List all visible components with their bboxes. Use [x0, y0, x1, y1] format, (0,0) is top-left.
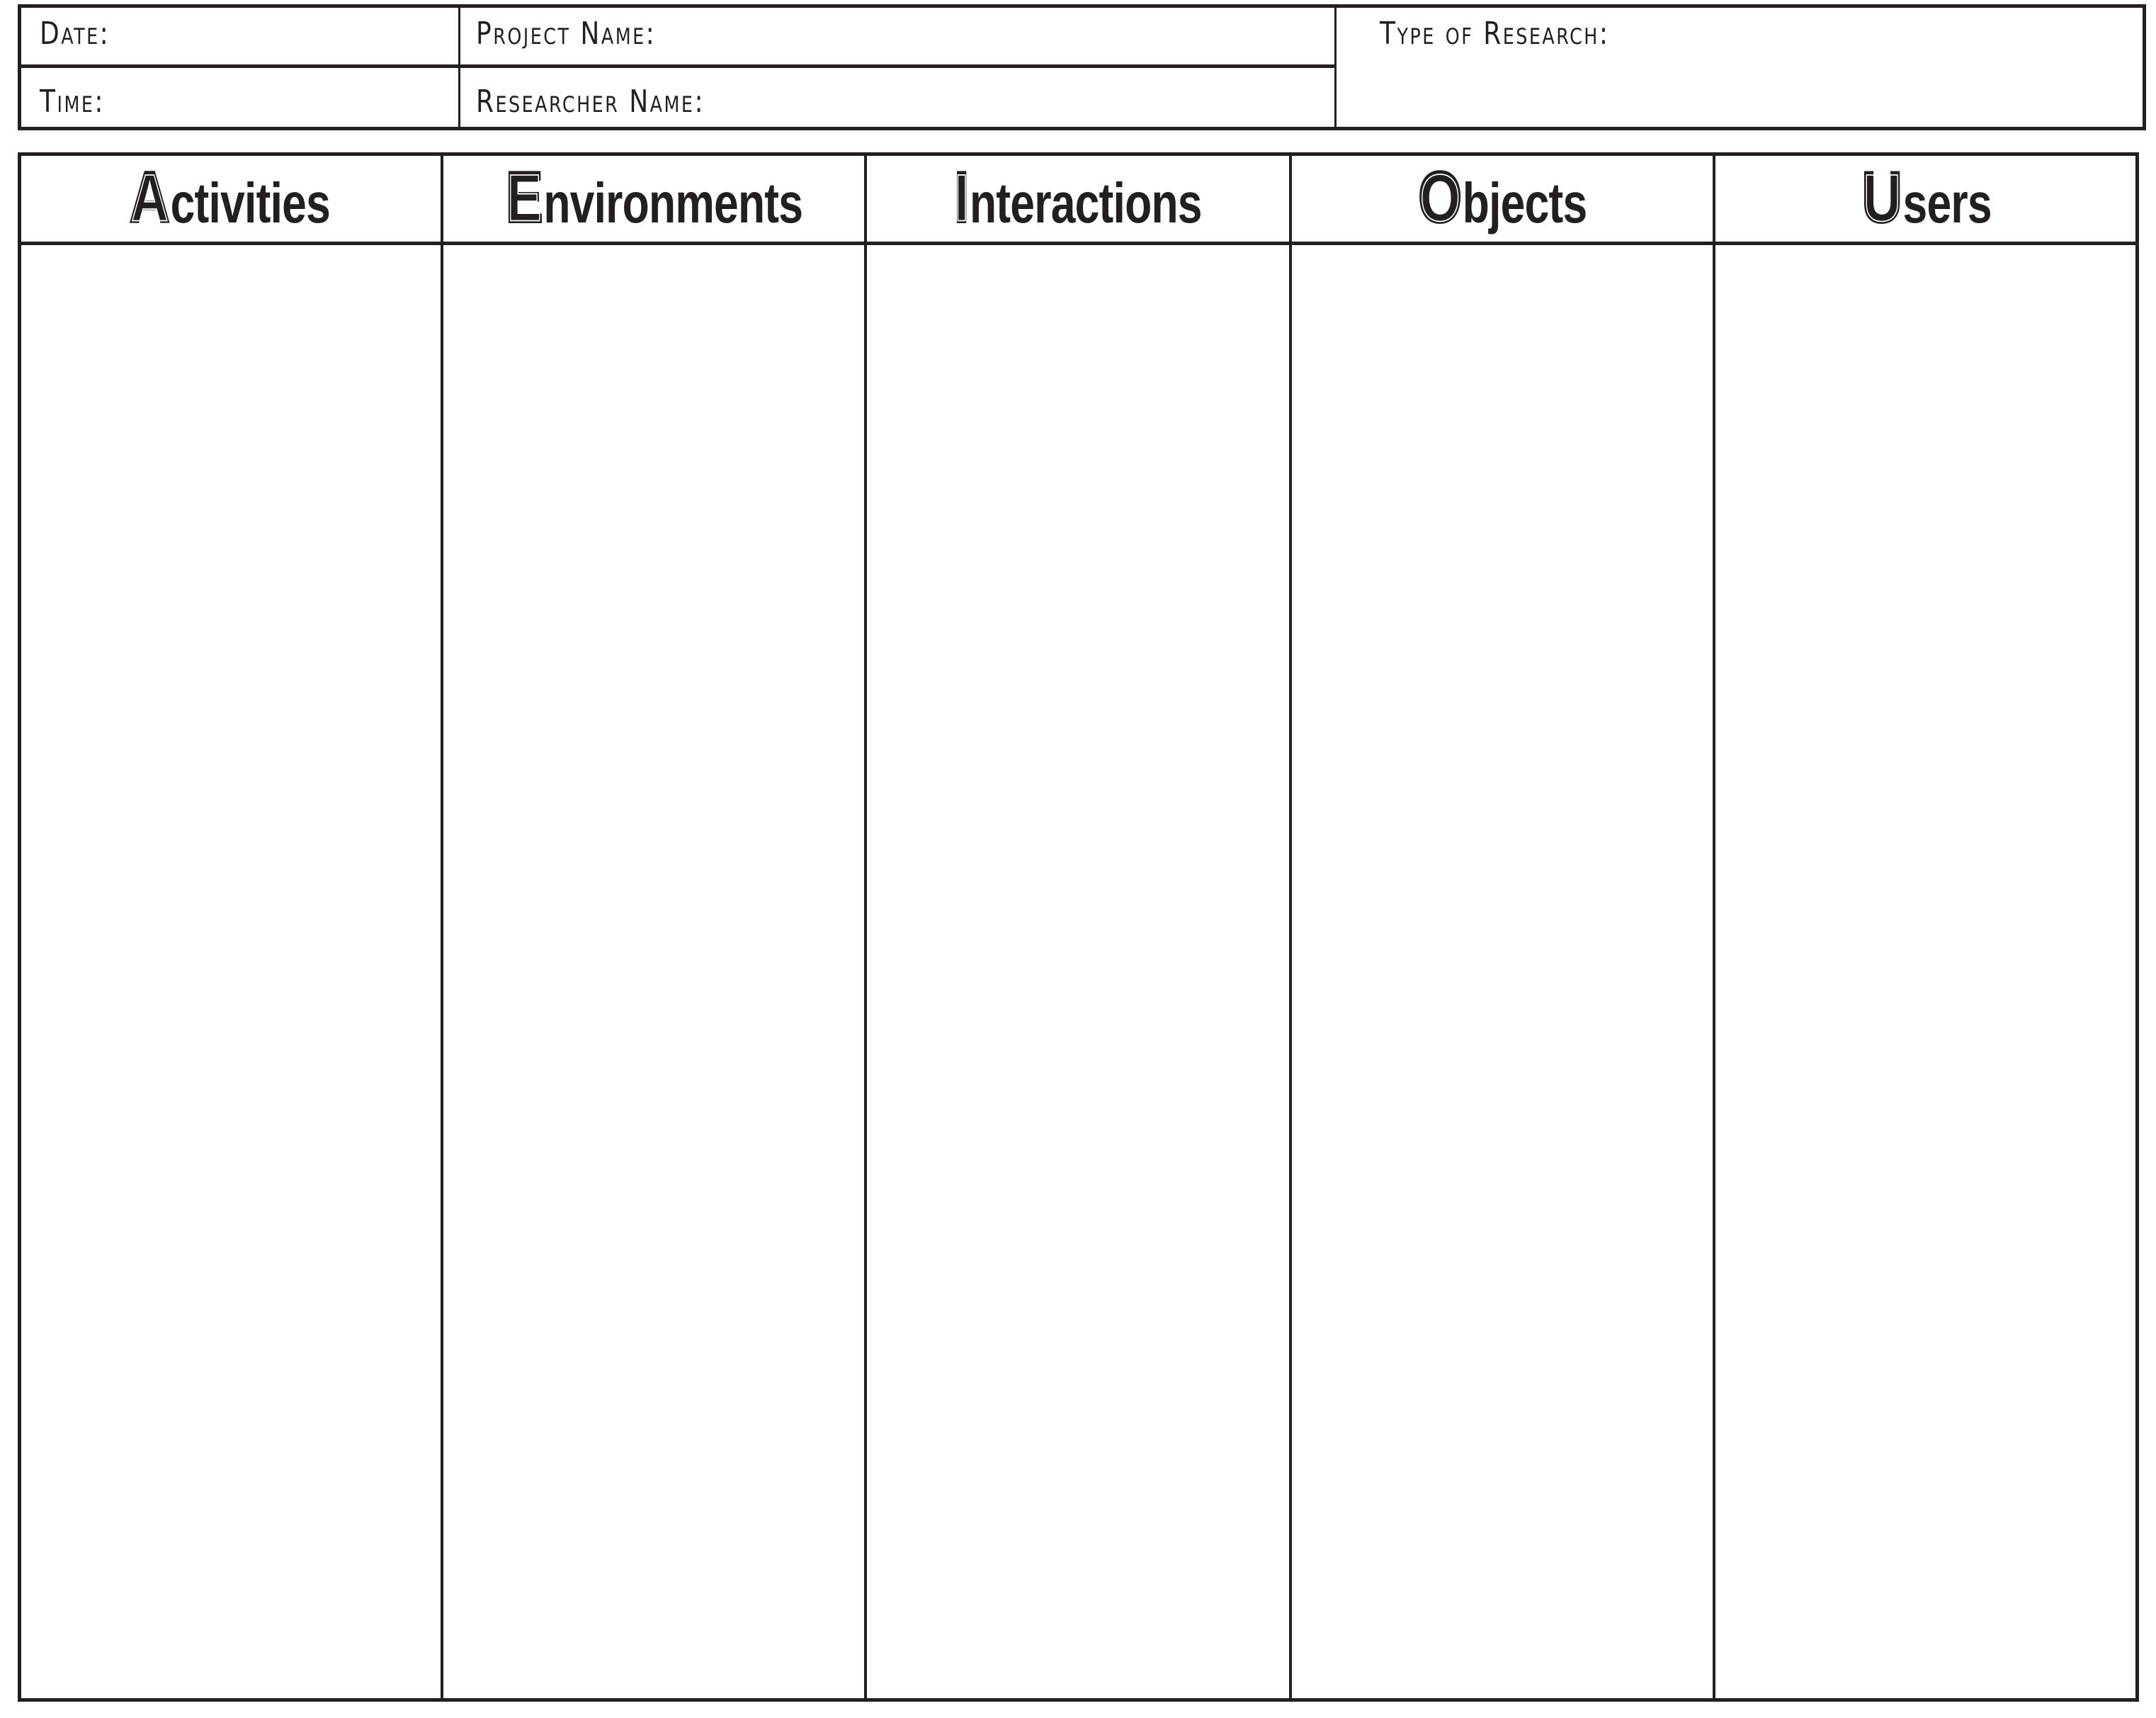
project-name-field-label[interactable]: Project Name: — [476, 16, 657, 52]
column-divider-3 — [1289, 152, 1292, 1702]
header-text: bjects — [1462, 171, 1587, 234]
column-divider-2 — [864, 152, 867, 1702]
time-field-label[interactable]: Time: — [40, 84, 105, 120]
column-divider-1 — [441, 152, 443, 1702]
header-text: nteractions — [970, 171, 1203, 234]
column-divider-4 — [1713, 152, 1715, 1702]
table-header-divider — [18, 242, 2139, 245]
type-of-research-field-label[interactable]: Type of Research: — [1380, 16, 1610, 52]
header-text: ctivities — [171, 171, 331, 234]
initial-letter: A — [129, 156, 171, 240]
initial-letter: O — [1417, 156, 1463, 240]
initial-letter: U — [1861, 156, 1903, 240]
info-col-divider-2 — [1334, 4, 1337, 130]
header-text: sers — [1902, 171, 1992, 234]
info-row-divider — [18, 64, 1337, 68]
researcher-name-field-label[interactable]: Researcher Name: — [476, 84, 705, 120]
date-field-label[interactable]: Date: — [40, 16, 110, 52]
aeiou-table — [18, 152, 2139, 1702]
initial-letter: E — [504, 156, 544, 240]
initial-letter: I — [953, 156, 970, 240]
info-col-divider-1 — [458, 4, 460, 130]
header-text: nvironments — [543, 171, 803, 234]
